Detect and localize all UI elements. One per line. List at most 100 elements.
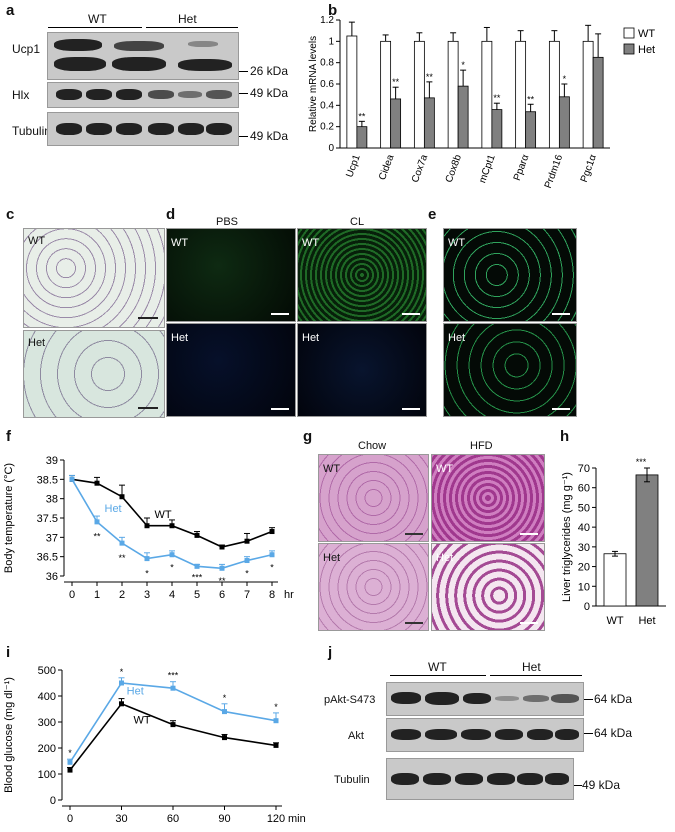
a-marker-3: 49 kDa — [250, 129, 289, 143]
h-y-tick-label: 10 — [578, 581, 590, 593]
j-marker-2: 64 kDa — [594, 726, 633, 740]
f-point — [219, 544, 225, 550]
f-y-tick-label: 36 — [46, 571, 58, 583]
a-tick-3 — [238, 136, 248, 137]
panel-j-label: j — [328, 644, 333, 661]
d-col-cl: CL — [350, 216, 365, 228]
f-x-tick-label: 0 — [69, 589, 75, 601]
i-y-tick-label: 500 — [38, 665, 56, 677]
a-marker-2: 49 kDa — [250, 86, 289, 100]
f-significance: *** — [192, 572, 203, 582]
b-y-tick-label: 0.8 — [320, 58, 334, 69]
i-x-tick-label: 30 — [115, 813, 127, 825]
f-point — [269, 529, 275, 535]
e-scalebar-2 — [552, 408, 570, 410]
d-scalebar-3 — [271, 408, 289, 410]
panel-f-label: f — [6, 428, 11, 445]
b-y-tick-label: 0.2 — [320, 122, 334, 133]
a-row-ucp1: Ucp1 — [12, 42, 41, 56]
a-blot-hlx — [47, 82, 239, 108]
g-col-chow: Chow — [358, 440, 387, 452]
f-x-tick-label: 8 — [269, 589, 275, 601]
i-point — [119, 680, 124, 686]
h-y-tick-label: 20 — [578, 562, 590, 574]
b-significance: ** — [358, 111, 366, 121]
i-y-tick-label: 200 — [38, 743, 56, 755]
j-blot-akt — [386, 718, 584, 752]
b-y-tick-label: 1 — [328, 36, 334, 47]
b-y-tick-label: 1.2 — [320, 15, 334, 26]
g-label-4: Het — [436, 552, 454, 564]
i-series-label: Het — [127, 686, 144, 698]
j-het-line — [490, 675, 582, 676]
d-label-3: Het — [171, 332, 189, 344]
b-bar — [491, 109, 503, 149]
a-blot-tubulin — [47, 112, 239, 146]
panel-g-label: g — [303, 428, 313, 445]
h-y-tick-label: 50 — [578, 502, 590, 514]
panel-i-label: i — [6, 644, 11, 661]
b-bar — [356, 126, 368, 149]
f-point — [169, 552, 175, 558]
g-scalebar-4 — [520, 622, 538, 624]
a-het-line — [146, 27, 238, 28]
j-row-akt: Akt — [348, 730, 364, 742]
panel-h-label: h — [560, 428, 570, 445]
f-ylabel: Body temperature (°C) — [3, 463, 15, 573]
i-point — [273, 718, 279, 724]
g-label-3: Het — [323, 552, 341, 564]
j-wt-line — [390, 675, 486, 676]
b-x-tick-label: Pparα — [512, 153, 532, 182]
i-ylabel: Blood glucose (mg dl⁻¹) — [3, 677, 15, 793]
b-significance: ** — [426, 72, 434, 82]
i-y-tick-label: 0 — [50, 795, 56, 807]
b-bar — [457, 85, 469, 149]
f-y-tick-label: 38.5 — [37, 474, 58, 486]
i-significance: * — [274, 702, 278, 712]
b-bar — [447, 40, 459, 149]
j-row-tubulin: Tubulin — [334, 774, 370, 786]
f-x-tick-label: 6 — [219, 589, 225, 601]
i-point — [67, 767, 73, 773]
f-series-label: WT — [155, 509, 172, 521]
a-marker-1: 26 kDa — [250, 64, 289, 78]
f-significance: * — [170, 563, 174, 573]
chart-h: 0 10 20 30 40 50 60 70 Liver triglycerides (mg g… — [561, 457, 666, 627]
b-significance: ** — [392, 77, 400, 87]
b-bar — [582, 40, 594, 149]
b-y-tick-label: 0.6 — [320, 79, 334, 90]
f-x-tick-label: 3 — [144, 589, 150, 601]
h-y-tick-label: 30 — [578, 542, 590, 554]
b-bar — [380, 40, 392, 149]
i-point — [119, 701, 124, 707]
g-image-chow-wt: WT — [318, 454, 429, 542]
a-row-hlx: Hlx — [12, 88, 30, 102]
f-point — [194, 532, 200, 538]
a-row-tubulin: Tubulin — [12, 124, 51, 138]
g-scalebar-2 — [520, 533, 538, 535]
f-line-wt — [71, 478, 273, 548]
b-bar — [413, 40, 425, 149]
f-point — [144, 523, 150, 529]
h-bar-wt — [603, 553, 627, 607]
f-x-tick-label: 4 — [169, 589, 175, 601]
f-significance: ** — [218, 576, 226, 586]
panel-b-label: b — [328, 2, 338, 19]
d-image-cl-het: Het — [297, 323, 427, 417]
f-y-tick-label: 37.5 — [37, 513, 58, 525]
i-point — [222, 709, 227, 715]
chart-i: 0 100 200 300 400 500 0 30 60 90 120 min Blood gluco… — [3, 665, 306, 825]
h-y-tick-label: 40 — [578, 522, 590, 534]
a-wt-line — [48, 27, 142, 28]
b-x-tick-label: mCpt1 — [477, 153, 498, 185]
b-x-tick-label: Pgc1α — [579, 153, 599, 184]
j-group-het: Het — [522, 660, 541, 674]
b-bar — [558, 96, 570, 149]
i-significance: * — [68, 748, 72, 758]
c-image-wt: WT — [23, 228, 165, 328]
i-point — [222, 735, 227, 741]
i-point — [67, 759, 73, 765]
d-scalebar-2 — [402, 313, 420, 315]
c-image-het-label: Het — [28, 337, 46, 349]
i-series-label: WT — [134, 714, 151, 726]
